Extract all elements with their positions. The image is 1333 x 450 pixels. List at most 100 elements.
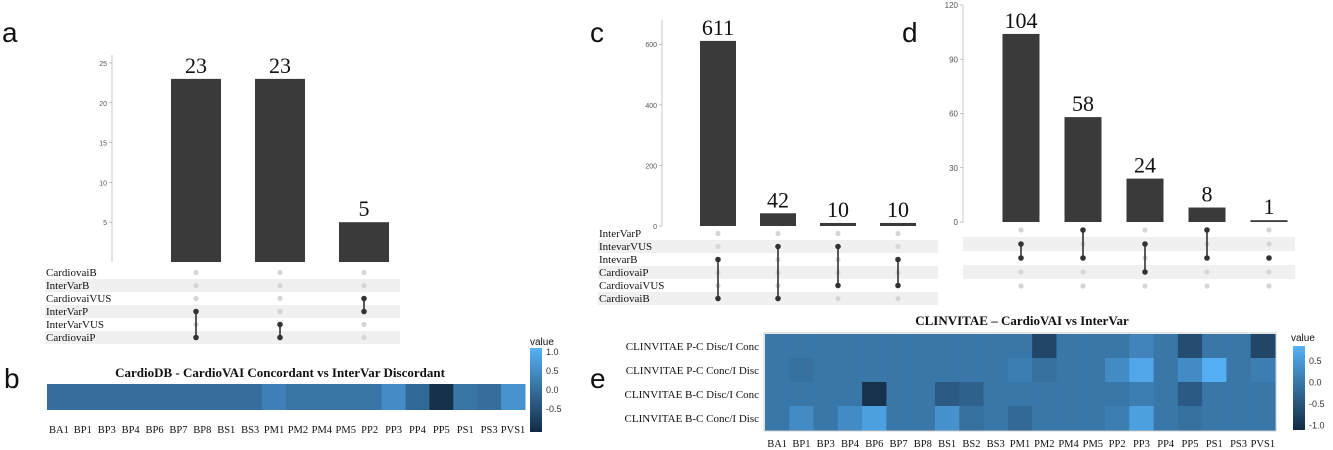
heatmap-cell — [1250, 358, 1276, 383]
matrix-dot-inactive — [1266, 283, 1272, 289]
x-tick-label: PS3 — [481, 425, 498, 436]
set-label: CardiovaiB — [46, 267, 97, 279]
matrix-row-band — [598, 292, 938, 305]
bar-count-label: 24 — [1134, 153, 1156, 178]
heatmap-cell — [1056, 358, 1082, 383]
heatmap-title: CLINVITAE – CardioVAI vs InterVar — [915, 313, 1129, 328]
heatmap-cell — [1056, 334, 1082, 359]
heatmap-cell — [765, 334, 790, 359]
legend-title: value — [1291, 333, 1315, 344]
bar-count-label: 611 — [702, 15, 734, 40]
x-tick-label: BP7 — [169, 425, 187, 436]
heatmap-cell — [813, 334, 839, 359]
y-tick-label: CLINVITAE P-C Conc/I Disc — [626, 365, 759, 377]
x-tick-label: BP1 — [792, 439, 810, 450]
heatmap-cell — [1177, 358, 1203, 383]
bar — [700, 40, 736, 227]
x-tick-label: BS1 — [217, 425, 235, 436]
heatmap-cell — [1129, 334, 1155, 359]
heatmap-cell — [935, 334, 960, 359]
panel-label-d: d — [902, 17, 918, 48]
legend-tick-label: -1.0 — [1309, 421, 1325, 431]
matrix-dot-inactive — [277, 308, 283, 315]
y-tick-label: 5 — [103, 220, 107, 227]
matrix-dot-inactive — [1204, 283, 1210, 289]
matrix-dot-inactive — [895, 295, 901, 302]
bar-count-label: 23 — [185, 53, 207, 78]
x-tick-label: PM1 — [1010, 439, 1030, 450]
matrix-dot-inactive — [193, 269, 199, 276]
heatmap-cell — [1250, 406, 1276, 431]
legend-tick-label: 0.5 — [1309, 356, 1322, 366]
heatmap-cell — [357, 384, 383, 410]
upset-plot-d: 0 30 60 90 120 104 58 24 8 1 — [945, 1, 1295, 289]
legend-colorbar — [1293, 346, 1305, 430]
heatmap-cell — [477, 384, 502, 410]
x-tick-label: PM4 — [1058, 439, 1079, 450]
heatmap-cell — [1202, 406, 1227, 431]
heatmap-cell — [910, 382, 936, 407]
heatmap-cell — [1226, 406, 1252, 431]
matrix-dot-inactive — [277, 282, 283, 289]
matrix-dot-inactive — [193, 282, 199, 289]
heatmap-cell — [789, 334, 815, 359]
matrix-dot-inactive — [1266, 269, 1272, 275]
heatmap-cell — [1250, 334, 1276, 359]
bar-count-label: 58 — [1072, 91, 1094, 116]
heatmap-cell — [1226, 382, 1252, 407]
heatmap-cell — [47, 384, 72, 410]
heatmap-cell — [142, 384, 167, 410]
bar-count-label: 5 — [359, 196, 370, 221]
set-label: CardiovaiVUS — [599, 280, 664, 292]
heatmap-cell — [886, 358, 912, 383]
heatmap-cell — [813, 358, 839, 383]
heatmap-cell — [935, 406, 960, 431]
set-label: IntevarB — [599, 254, 637, 266]
x-tick-label: BS2 — [962, 439, 980, 450]
set-label: InterVarP — [599, 228, 641, 240]
heatmap-cell — [1153, 382, 1179, 407]
bar — [171, 78, 221, 262]
set-label: CardiovaiVUS — [46, 293, 111, 305]
heatmap-cell — [1250, 382, 1276, 407]
set-label: CardiovaiB — [599, 293, 650, 305]
legend-title: value — [530, 337, 554, 348]
bar — [1064, 117, 1102, 222]
matrix-dot-inactive — [1018, 269, 1024, 275]
matrix-dot-inactive — [277, 295, 283, 302]
set-label: CardiovaiP — [46, 332, 96, 344]
x-tick-label: PP2 — [1109, 439, 1126, 450]
heatmap-cell — [1105, 358, 1130, 383]
x-tick-label: BP6 — [865, 439, 883, 450]
x-tick-label: BP4 — [841, 439, 860, 450]
heatmap-cell — [910, 406, 936, 431]
heatmap-cell — [862, 334, 887, 359]
heatmap-cell — [1105, 382, 1130, 407]
y-tick-label: 0 — [954, 218, 959, 227]
matrix-dot-inactive — [277, 269, 283, 276]
matrix-dot-inactive — [835, 295, 841, 302]
x-tick-label: PP5 — [433, 425, 450, 436]
heatmap-cell — [1007, 358, 1033, 383]
heatmap-cell — [405, 384, 430, 410]
heatmap-cell — [381, 384, 406, 410]
x-tick-label: PM4 — [312, 425, 333, 436]
x-tick-label: BP7 — [890, 439, 908, 450]
matrix-row-band — [45, 331, 400, 344]
heatmap-cell — [1226, 358, 1252, 383]
y-tick-label: 90 — [949, 55, 958, 64]
x-tick-label: BS1 — [938, 439, 956, 450]
heatmap-cell — [453, 384, 478, 410]
heatmap-cell — [1007, 334, 1033, 359]
heatmap-cell — [1129, 382, 1155, 407]
upset-plot-c: 0 200 400 600 611 42 10 10 InterVarPIntevarVUSIn… — [598, 15, 938, 305]
matrix-dot-inactive — [1018, 283, 1024, 289]
y-tick-label: 120 — [945, 1, 959, 10]
heatmap-cell — [862, 358, 887, 383]
heatmap-cell — [862, 406, 887, 431]
heatmap-cell — [1032, 358, 1057, 383]
legend-tick-label: 0.5 — [546, 366, 559, 376]
x-tick-label: BA1 — [767, 439, 787, 450]
heatmap-cell — [935, 358, 960, 383]
